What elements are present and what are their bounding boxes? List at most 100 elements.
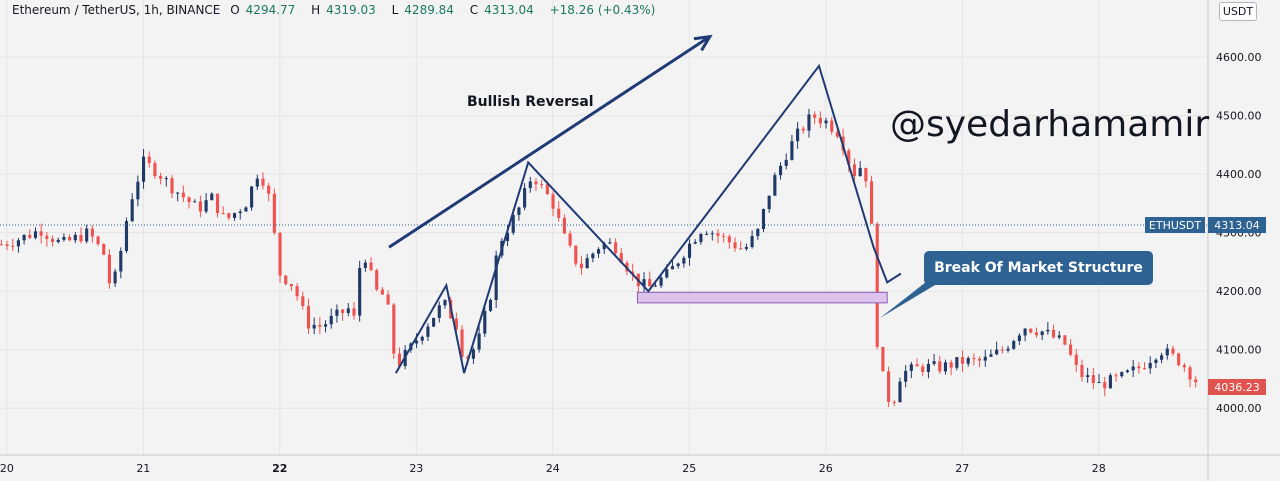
- candle-body: [562, 217, 566, 234]
- candle-body: [995, 349, 999, 355]
- candle-body: [437, 305, 441, 318]
- candle-body: [869, 181, 874, 224]
- ticker-price-box: [1208, 217, 1266, 234]
- candle-body: [39, 231, 43, 236]
- candle-body: [705, 233, 709, 235]
- high-label: H: [311, 3, 321, 17]
- candle-body: [574, 245, 578, 264]
- ticker-label: ETHUSDT 4313.04: [1145, 217, 1266, 234]
- candle-body: [460, 329, 464, 357]
- break-zone: [636, 291, 888, 304]
- candle-body: [73, 234, 77, 241]
- candle-body: [136, 181, 140, 200]
- candle-body: [278, 232, 282, 276]
- x-tick-label: 24: [546, 462, 560, 475]
- candle-body: [1108, 375, 1112, 389]
- trend-arrow-line: [388, 35, 711, 249]
- candle-body: [670, 266, 675, 270]
- candle-body: [272, 193, 276, 233]
- candle-body: [33, 231, 38, 238]
- candle-body: [193, 201, 197, 203]
- candle-body: [807, 114, 811, 131]
- candle-body: [756, 228, 760, 237]
- close-value: 4313.04: [484, 3, 534, 17]
- candle-body: [784, 159, 788, 166]
- candle-body: [107, 254, 111, 284]
- candle-body: [335, 309, 339, 316]
- candle-body: [949, 362, 953, 368]
- candle-body: [289, 284, 293, 287]
- x-tick-label: 21: [136, 462, 150, 475]
- candle-body: [835, 131, 839, 137]
- candle-body: [602, 243, 606, 250]
- candle-body: [722, 235, 726, 237]
- candle-body: [864, 167, 868, 182]
- candle-body: [1165, 348, 1169, 356]
- candle-body: [1154, 359, 1158, 363]
- symbol-name[interactable]: Ethereum / TetherUS, 1h, BINANCE: [12, 3, 221, 17]
- candle-body: [147, 156, 151, 164]
- x-tick-label: 23: [409, 462, 423, 475]
- candle-body: [619, 253, 623, 263]
- candle-body: [85, 228, 89, 242]
- candle-body: [989, 354, 993, 357]
- candle-body: [284, 275, 288, 285]
- candle-body: [909, 364, 913, 371]
- candle-body: [1125, 370, 1130, 373]
- candle-body: [11, 245, 15, 247]
- y-tick-label: 4200.00: [1216, 285, 1262, 298]
- x-tick-label: 25: [682, 462, 696, 475]
- candle-body: [141, 156, 146, 182]
- high-value: 4319.03: [326, 3, 376, 17]
- candle-body: [477, 333, 481, 350]
- y-tick-label: 4600.00: [1216, 51, 1262, 64]
- candle-body: [687, 243, 692, 258]
- candle-body: [847, 150, 851, 165]
- candle-body: [528, 181, 532, 189]
- candle-body: [261, 178, 265, 186]
- candle-body: [540, 184, 544, 186]
- price-axis: [1208, 0, 1280, 481]
- candle-body: [386, 294, 390, 305]
- change-value: +18.26 (+0.43%): [549, 3, 656, 17]
- candle-body: [642, 279, 646, 287]
- candle-body: [1051, 329, 1056, 338]
- candle-body: [534, 181, 538, 185]
- candle-body: [119, 250, 123, 272]
- candle-body: [881, 346, 885, 372]
- candle-body: [568, 233, 572, 246]
- candle-body: [255, 178, 259, 187]
- candle-body: [585, 258, 589, 269]
- last-price-box: [1208, 378, 1266, 395]
- candle-body: [898, 381, 902, 403]
- candle-body: [830, 120, 834, 132]
- candle-body: [978, 358, 982, 361]
- candle-body: [767, 195, 771, 210]
- candle-body: [727, 236, 731, 243]
- currency-button[interactable]: USDT: [1219, 2, 1257, 21]
- candle-body: [1029, 328, 1033, 333]
- candle-body: [346, 308, 350, 313]
- candle-body: [557, 208, 561, 218]
- candle-body: [232, 213, 237, 218]
- x-tick-label: 20: [0, 462, 14, 475]
- candle-body: [79, 234, 83, 242]
- candle-body: [761, 209, 766, 229]
- candle-body: [523, 188, 527, 208]
- candle-body: [648, 279, 652, 287]
- candle-body: [875, 223, 879, 347]
- candle-body: [1177, 353, 1181, 366]
- candle-body: [926, 363, 930, 372]
- candle-body: [1006, 348, 1010, 351]
- low-value: 4289.84: [404, 3, 454, 17]
- candle-body: [187, 197, 191, 203]
- candle-body: [665, 269, 669, 278]
- candle-body: [921, 366, 925, 372]
- candle-body: [505, 232, 510, 241]
- candle-body: [943, 362, 948, 372]
- candle-body: [323, 324, 328, 327]
- candle-body: [238, 211, 242, 214]
- candle-body: [358, 267, 362, 316]
- candle-body: [443, 300, 447, 306]
